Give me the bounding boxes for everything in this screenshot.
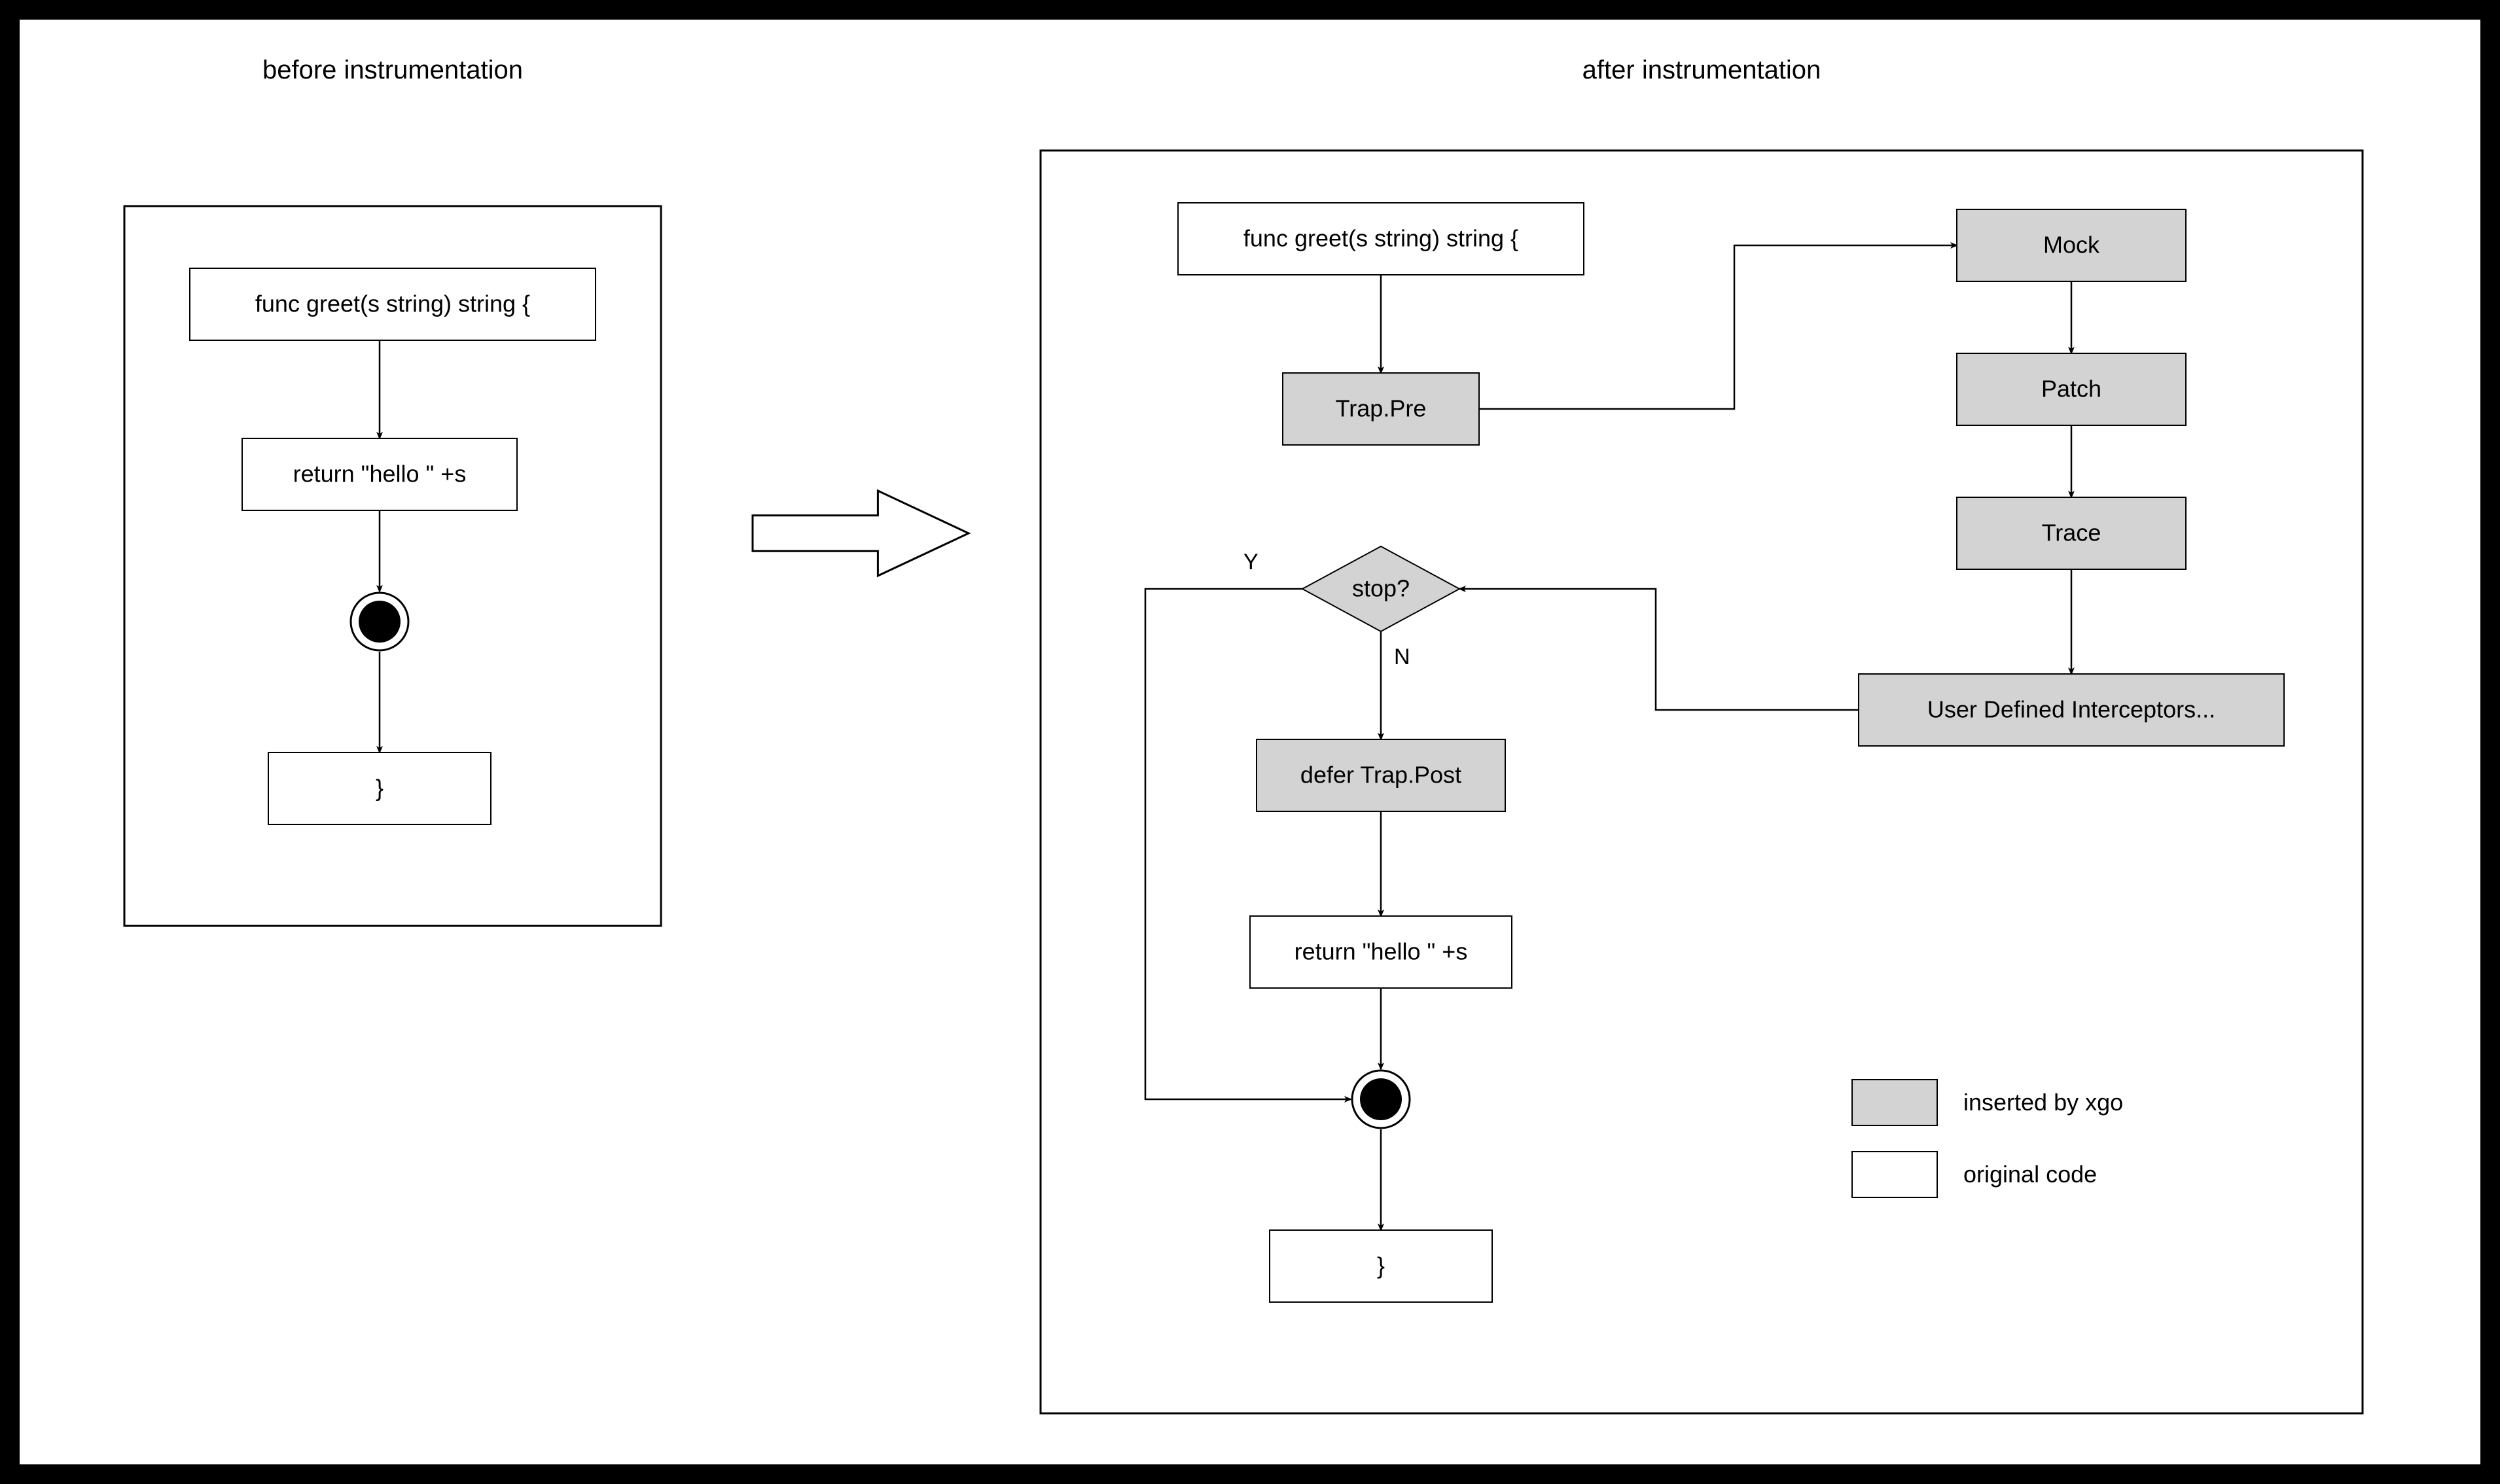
node-a-mock: Mock	[1957, 209, 2186, 281]
node-label: }	[376, 775, 384, 802]
node-a-defer: defer Trap.Post	[1257, 739, 1505, 811]
node-a-func: func greet(s string) string {	[1178, 203, 1584, 275]
legend-swatch	[1852, 1080, 1937, 1125]
legend-swatch	[1852, 1152, 1937, 1197]
node-a-stop: stop?	[1302, 546, 1459, 631]
edge-label: Y	[1243, 550, 1259, 574]
outer-frame: before instrumentation after instrumentat…	[0, 0, 2500, 1484]
after-panel-border	[1041, 150, 2363, 1413]
title-after: after instrumentation	[1582, 56, 1821, 84]
node-label: Trace	[2042, 520, 2101, 546]
transition-arrow	[753, 491, 969, 576]
node-a-return: return "hello " +s	[1250, 916, 1512, 988]
node-b-brace: }	[268, 752, 491, 824]
node-label: Patch	[2041, 376, 2101, 402]
node-a-trace: Trace	[1957, 497, 2186, 569]
node-label: stop?	[1352, 575, 1410, 602]
node-label: return "hello " +s	[293, 461, 467, 487]
node-a-end	[1352, 1070, 1410, 1128]
node-label: Trap.Pre	[1336, 395, 1427, 422]
legend-label: original code	[1963, 1161, 2097, 1188]
node-b-end	[351, 593, 408, 650]
node-a-patch: Patch	[1957, 353, 2186, 425]
node-label: func greet(s string) string {	[255, 291, 530, 317]
node-b-func: func greet(s string) string {	[190, 268, 596, 340]
node-label: }	[1377, 1252, 1385, 1279]
node-label: defer Trap.Post	[1300, 762, 1461, 788]
node-a-trappre: Trap.Pre	[1283, 373, 1479, 445]
canvas: before instrumentation after instrumentat…	[20, 20, 2480, 1464]
title-before: before instrumentation	[262, 56, 523, 84]
flowchart-svg: before instrumentation after instrumentat…	[20, 20, 2480, 1464]
node-label: User Defined Interceptors...	[1927, 696, 2215, 723]
node-label: func greet(s string) string {	[1243, 225, 1518, 252]
node-b-return: return "hello " +s	[242, 438, 517, 510]
node-a-udi: User Defined Interceptors...	[1859, 674, 2284, 746]
edge-label: N	[1394, 645, 1410, 669]
edge-a-udi-a-stop	[1459, 589, 1859, 710]
legend-label: inserted by xgo	[1963, 1089, 2123, 1116]
node-label: return "hello " +s	[1295, 938, 1468, 965]
node-label: Mock	[2043, 232, 2100, 258]
edge-a-stop-a-end	[1145, 589, 1351, 1099]
node-a-brace: }	[1270, 1230, 1492, 1302]
